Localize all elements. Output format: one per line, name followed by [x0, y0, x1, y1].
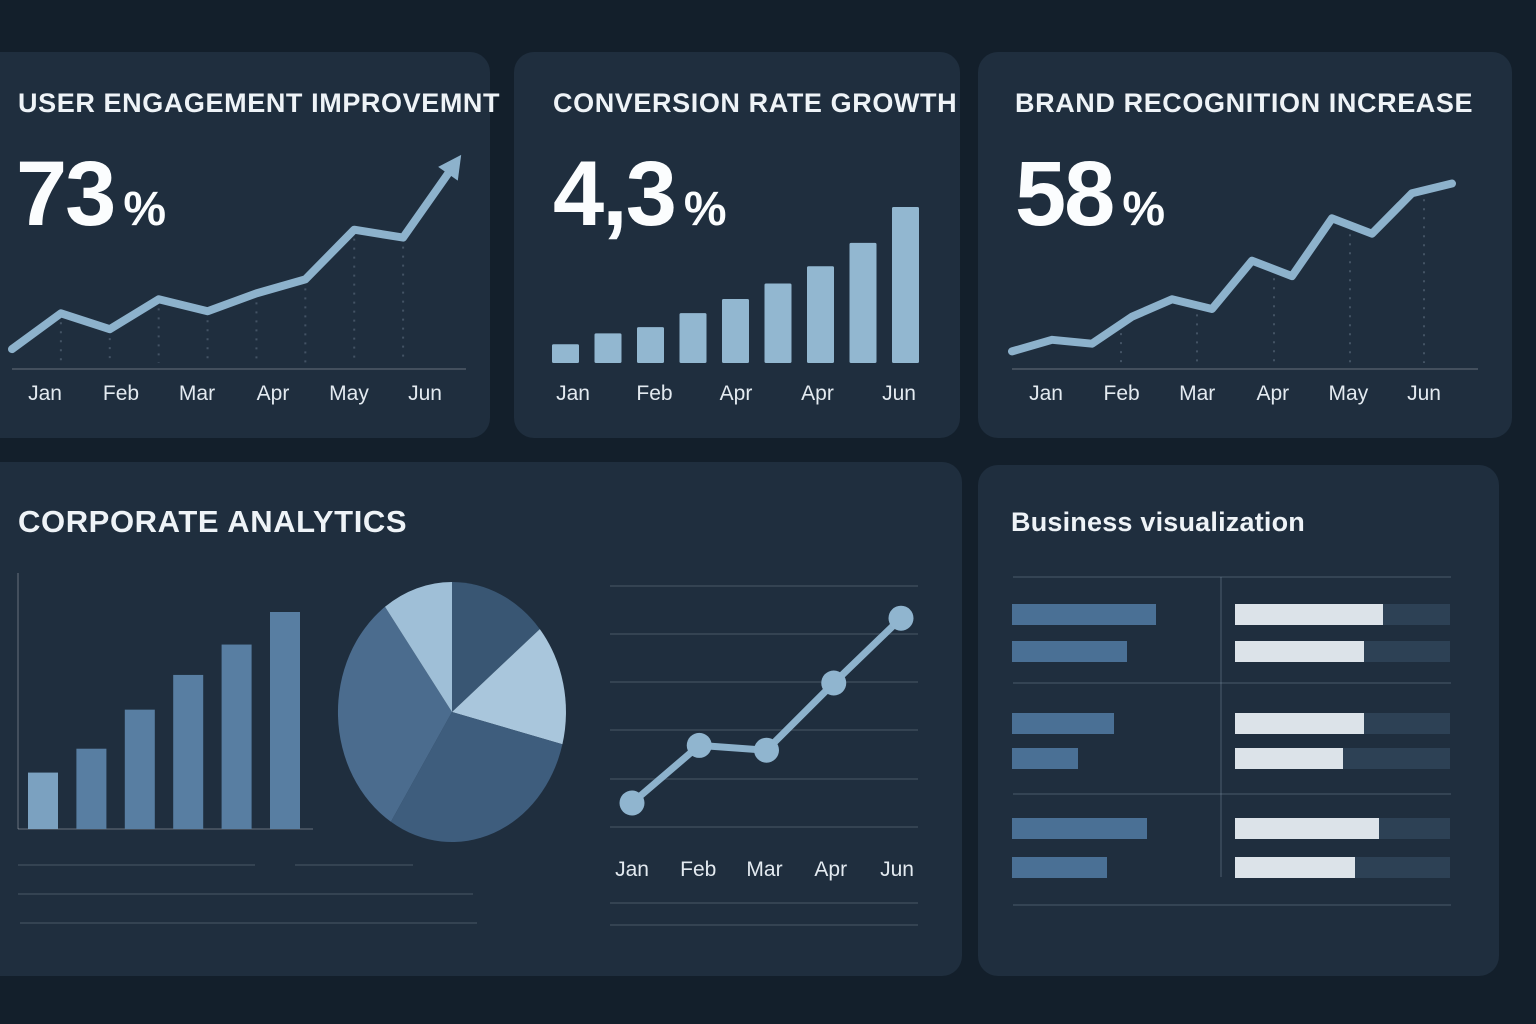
bar	[594, 333, 622, 363]
card-title: Business visualization	[1011, 507, 1305, 537]
bar	[221, 644, 252, 829]
progress-fill	[1235, 713, 1364, 734]
category-bar	[1012, 748, 1078, 769]
progress-fill	[1235, 748, 1343, 769]
line-dot	[821, 670, 847, 696]
metric: 58 %	[1015, 148, 1165, 240]
metric-suffix: %	[1122, 183, 1166, 236]
bar	[849, 242, 877, 363]
bar	[892, 207, 919, 363]
line-dot	[619, 790, 645, 816]
category-bar	[1012, 713, 1114, 734]
metric-suffix: %	[123, 183, 167, 236]
card-title: BRAND RECOGNITION INCREASE	[1015, 88, 1474, 118]
card-user-engagement: USER ENGAGEMENT IMPROVEMNT 73 % Jan Feb Ma…	[0, 52, 500, 438]
category-bar	[1012, 857, 1107, 878]
line-dot	[888, 605, 914, 631]
business-visualization-table	[1012, 576, 1451, 906]
progress-fill	[1235, 604, 1383, 625]
card-conversion-rate: CONVERSION RATE GROWTH 4,3 % Jan Feb Apr Ap…	[514, 52, 960, 438]
pie-slice	[452, 629, 566, 745]
arrow-head	[438, 154, 462, 181]
corporate-analytics-charts	[17, 573, 918, 926]
user-engagement-line-chart	[8, 154, 466, 370]
metric: 73 %	[16, 148, 166, 240]
brand-recognition-line-chart	[1008, 179, 1478, 370]
line-dot	[686, 732, 712, 758]
metric-value: 4,3	[553, 143, 677, 245]
trend-line	[1008, 179, 1456, 356]
bar	[173, 674, 204, 829]
bar	[76, 748, 107, 829]
pie-slice	[452, 582, 540, 712]
card-brand-recognition: BRAND RECOGNITION INCREASE 58 % Jan Feb Ma…	[978, 52, 1512, 438]
progress-fill	[1235, 818, 1379, 839]
bar	[552, 344, 579, 363]
bar	[807, 266, 834, 363]
category-bar	[1012, 818, 1147, 839]
progress-fill	[1235, 641, 1364, 662]
line-dot	[754, 737, 779, 763]
metric-value: 73	[16, 143, 116, 245]
card-business-visualization: Business visualization	[978, 465, 1499, 976]
bar	[679, 313, 707, 363]
card-title: CONVERSION RATE GROWTH	[553, 88, 958, 118]
trend-line	[629, 615, 904, 806]
pie-slice	[385, 582, 452, 712]
pie-slice	[390, 712, 563, 843]
card-corporate-analytics: CORPORATE ANALYTICS Jan Feb Mar Apr Jun	[0, 462, 962, 976]
bar	[637, 327, 664, 363]
trend-line	[8, 164, 456, 354]
conversion-rate-bar-chart	[552, 207, 919, 363]
bar	[764, 283, 792, 363]
metric-suffix: %	[683, 183, 727, 236]
metric: 4,3 %	[553, 148, 727, 240]
category-bar	[1012, 641, 1127, 662]
metric-value: 58	[1015, 143, 1115, 245]
card-title: CORPORATE ANALYTICS	[18, 504, 408, 539]
progress-fill	[1235, 857, 1355, 878]
bar	[722, 299, 749, 363]
bar	[270, 612, 300, 829]
bar	[124, 709, 155, 829]
pie-slice	[337, 606, 452, 822]
card-title: USER ENGAGEMENT IMPROVEMNT	[18, 88, 501, 118]
bar	[28, 772, 58, 829]
category-bar	[1012, 604, 1156, 625]
